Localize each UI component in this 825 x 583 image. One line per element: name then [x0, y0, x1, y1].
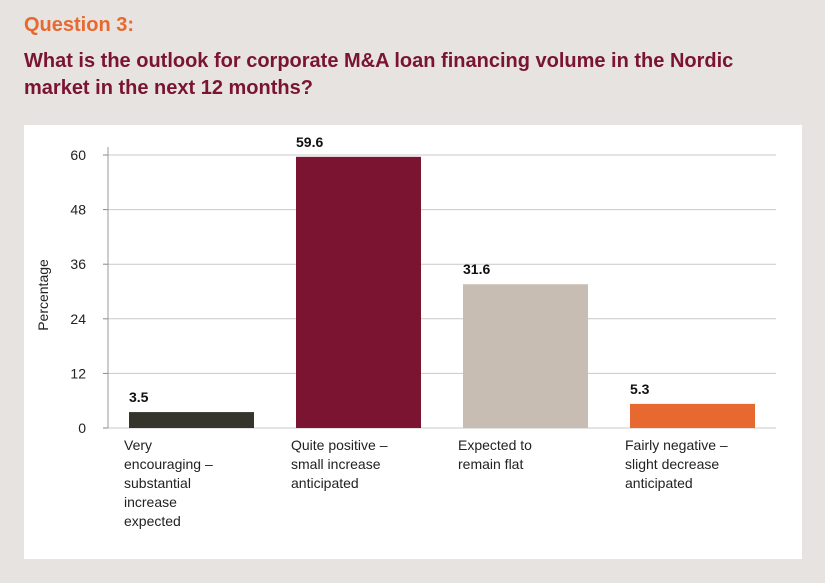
category-label: expected [124, 513, 181, 529]
y-tick-label: 48 [70, 202, 86, 218]
category-label: Very [124, 437, 152, 453]
y-tick-label: 12 [70, 365, 86, 381]
category-label: anticipated [625, 475, 693, 491]
data-labels: 3.5 59.6 31.6 5.3 [129, 134, 650, 405]
bar [296, 156, 421, 428]
category-label: anticipated [291, 475, 359, 491]
category-label: slight decrease [625, 456, 719, 472]
data-label: 5.3 [630, 381, 650, 397]
y-axis-label: Percentage [35, 259, 51, 331]
chart-panel: 0 12 24 36 48 60 3.5 59.6 31.6 5.3 Very encouragi… [24, 125, 802, 559]
question-title: What is the outlook for corporate M&A lo… [24, 50, 734, 99]
bar [630, 403, 755, 428]
y-axis-ticks: 0 12 24 36 48 60 [70, 147, 86, 436]
category-label: increase [124, 494, 177, 510]
category-label: substantial [124, 475, 191, 491]
grid-lines [103, 147, 776, 429]
x-axis-categories: Very encouraging – substantial increase expe… [124, 437, 728, 529]
bar [129, 412, 254, 428]
y-tick-label: 60 [70, 147, 86, 163]
question-number: Question 3: [24, 14, 135, 36]
category-label: encouraging – [124, 456, 213, 472]
data-label: 3.5 [129, 389, 149, 405]
y-tick-label: 0 [78, 420, 86, 436]
category-label: Quite positive – [291, 437, 388, 453]
bars [129, 156, 755, 428]
data-label: 59.6 [296, 134, 323, 150]
data-label: 31.6 [463, 261, 490, 277]
y-tick-label: 36 [70, 256, 86, 272]
y-tick-label: 24 [70, 311, 86, 327]
category-label: small increase [291, 456, 381, 472]
bar-chart: 0 12 24 36 48 60 3.5 59.6 31.6 5.3 Very encouragi… [35, 134, 776, 529]
category-label: Expected to [458, 437, 532, 453]
category-label: remain flat [458, 456, 523, 472]
bar [463, 284, 588, 428]
category-label: Fairly negative – [625, 437, 728, 453]
